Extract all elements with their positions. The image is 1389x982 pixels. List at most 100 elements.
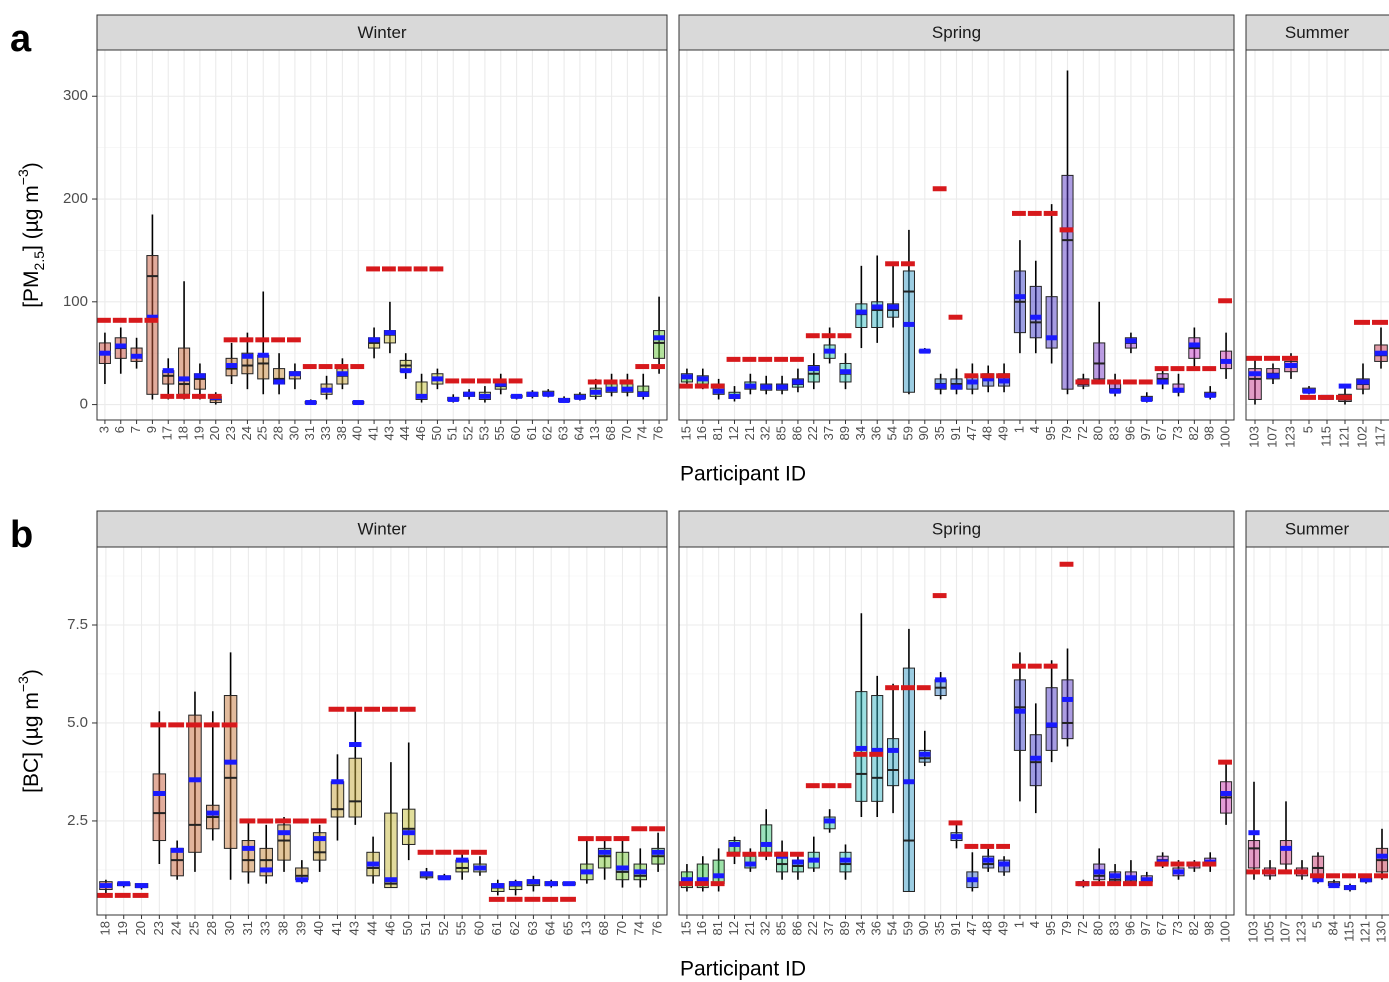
x-tick-label: 1: [1011, 426, 1026, 433]
x-tick-label: 74: [632, 921, 647, 935]
box: [146, 255, 159, 395]
y-tick-label: 300: [63, 87, 88, 104]
x-tick-label: 50: [429, 426, 444, 440]
x-tick-label: 96: [1122, 921, 1137, 935]
y-axis-title-part: [BC] (µg m: [20, 692, 43, 793]
x-tick-label: 21: [742, 426, 757, 440]
y-axis-title-part: ): [20, 669, 43, 676]
facet-strip: [96, 510, 668, 548]
x-tick-label: 25: [255, 426, 270, 440]
panel-background: [1246, 50, 1389, 420]
y-tick-label: 0: [80, 396, 88, 413]
box: [1061, 679, 1074, 740]
x-tick-label: 83: [1107, 921, 1122, 935]
x-tick-label: 15: [678, 921, 693, 935]
x-tick-label: 52: [436, 921, 451, 935]
x-tick-label: 85: [774, 426, 789, 440]
y-tick-label: 5.0: [67, 714, 88, 731]
x-tick-label: 41: [366, 426, 381, 440]
x-tick-label: 32: [758, 921, 773, 935]
x-tick-label: 105: [1261, 921, 1276, 943]
box: [348, 757, 363, 818]
x-tick-label: 12: [726, 921, 741, 935]
x-tick-label: 83: [1107, 426, 1122, 440]
x-tick-label: 39: [293, 921, 308, 935]
x-tick-label: 4: [1027, 921, 1042, 928]
x-tick-label: 40: [350, 426, 365, 440]
x-tick-label: 90: [916, 921, 931, 935]
x-tick-label: 43: [381, 426, 396, 440]
y-tick-label: 7.5: [67, 616, 88, 633]
box: [855, 303, 868, 329]
facet-label: Winter: [357, 519, 406, 538]
panel-border: [1245, 49, 1389, 421]
x-tick-label: 121: [1336, 426, 1351, 448]
x-tick-label: 15: [678, 426, 693, 440]
x-tick-label: 12: [726, 426, 741, 440]
x-tick-label: 60: [471, 921, 486, 935]
panel-background: [97, 50, 667, 420]
x-tick-label: 18: [97, 921, 112, 935]
facet-label: Summer: [1285, 23, 1350, 42]
y-axis-title-part: −3: [15, 676, 31, 692]
x-tick-label: 24: [239, 426, 254, 440]
box: [760, 824, 773, 853]
x-tick-label: 115: [1341, 921, 1356, 942]
x-tick-label: 41: [329, 921, 344, 935]
box: [415, 381, 428, 400]
x-tick-label: 32: [758, 426, 773, 440]
x-axis-title: Participant ID: [680, 463, 806, 486]
x-tick-label: 16: [694, 921, 709, 935]
x-tick-label: 24: [169, 921, 184, 935]
x-tick-label: 17: [160, 426, 175, 440]
x-tick-label: 37: [821, 426, 836, 440]
panel-border: [678, 546, 1235, 916]
box: [1247, 840, 1261, 869]
box: [257, 354, 270, 380]
panel-border: [96, 49, 668, 421]
x-tick-label: 36: [869, 921, 884, 935]
x-tick-label: 20: [207, 426, 222, 440]
x-tick-label: 6: [112, 426, 127, 433]
facet-label: Spring: [932, 23, 981, 42]
x-tick-label: 95: [1043, 921, 1058, 935]
x-tick-label: 73: [1170, 426, 1185, 440]
x-tick-label: 44: [397, 426, 412, 440]
box: [696, 863, 709, 889]
y-axis-title-part: −3: [15, 169, 31, 185]
x-tick-label: 47: [964, 921, 979, 935]
x-tick-label: 103: [1246, 426, 1261, 448]
x-tick-label: 51: [418, 921, 433, 935]
y-tick-label: 2.5: [67, 812, 88, 829]
x-tick-label: 19: [115, 921, 130, 935]
panel-border: [678, 49, 1235, 421]
x-tick-label: 53: [476, 426, 491, 440]
x-tick-label: 4: [1027, 426, 1042, 433]
x-tick-label: 73: [1170, 921, 1185, 935]
x-tick-label: 59: [900, 426, 915, 440]
x-tick-label: 107: [1264, 426, 1279, 448]
y-axis-title-part: ] (µg m: [20, 185, 43, 251]
x-tick-label: 91: [948, 426, 963, 440]
x-tick-label: 81: [710, 921, 725, 935]
x-tick-label: 70: [614, 921, 629, 935]
x-tick-label: 28: [271, 426, 286, 440]
x-tick-label: 5: [1309, 921, 1324, 928]
box: [887, 738, 900, 787]
x-tick-label: 31: [240, 921, 255, 935]
x-tick-label: 103: [1245, 921, 1260, 943]
x-tick-label: 38: [275, 921, 290, 935]
x-tick-label: 46: [413, 426, 428, 440]
x-tick-label: 35: [932, 426, 947, 440]
y-tick-label: 100: [63, 293, 88, 310]
x-tick-label: 34: [853, 426, 868, 440]
x-tick-label: 31: [302, 426, 317, 440]
box: [330, 781, 345, 818]
x-tick-label: 38: [334, 426, 349, 440]
x-tick-label: 68: [596, 921, 611, 935]
x-tick-label: 89: [837, 921, 852, 935]
y-axis-title: [PM2.5] (µg m−3): [15, 162, 47, 308]
box: [902, 270, 915, 393]
x-tick-label: 79: [1059, 921, 1074, 935]
